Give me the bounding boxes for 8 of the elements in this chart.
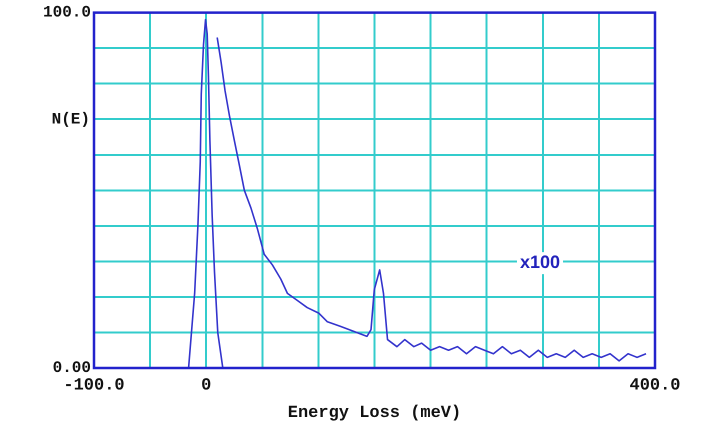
x-axis-title: Energy Loss (meV) <box>288 404 462 424</box>
y-tick-label: 100.0 <box>42 4 91 22</box>
x-tick-label: 400.0 <box>629 376 681 396</box>
y-axis-title: N(E) <box>52 110 90 128</box>
y-tick-label: 0.00 <box>52 359 91 378</box>
x-tick-label: 0 <box>201 376 212 396</box>
x-tick-label: -100.0 <box>63 376 125 396</box>
annotation: x100 <box>520 252 560 272</box>
